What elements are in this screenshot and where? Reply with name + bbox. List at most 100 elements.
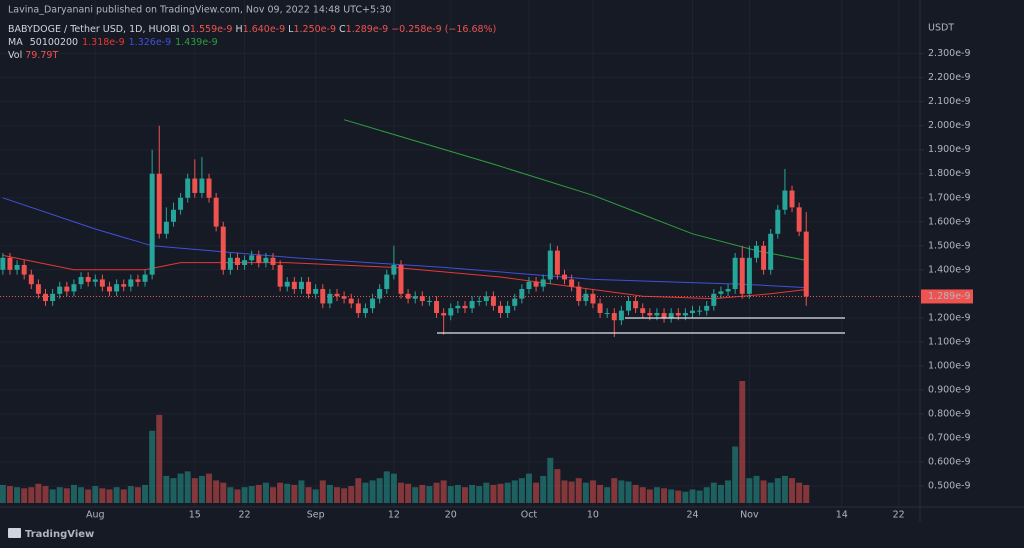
x-tick-label: 10 bbox=[587, 510, 599, 521]
volume-bar bbox=[191, 478, 198, 503]
ma-value: 1.326e-9 bbox=[129, 37, 172, 48]
candle-body bbox=[604, 313, 610, 315]
candle-body bbox=[739, 257, 745, 294]
volume-bar bbox=[184, 471, 191, 503]
volume-bar bbox=[383, 471, 390, 503]
x-tick-label: Sep bbox=[307, 510, 325, 521]
volume-bar bbox=[753, 475, 760, 503]
volume-bar bbox=[390, 473, 397, 503]
candle-body bbox=[327, 293, 333, 304]
volume-bar bbox=[419, 484, 426, 503]
candle-body bbox=[533, 281, 539, 287]
volume-bar bbox=[476, 486, 483, 503]
volume-bar bbox=[725, 480, 732, 503]
candle-body bbox=[99, 279, 105, 287]
candle-body bbox=[28, 274, 34, 285]
candle-body bbox=[547, 250, 553, 280]
candle-body bbox=[618, 310, 624, 321]
volume-bar bbox=[533, 482, 540, 503]
footer-logo: TradingView bbox=[8, 528, 94, 540]
candle-body bbox=[362, 308, 368, 314]
candle-body bbox=[227, 257, 233, 270]
volume-bar bbox=[6, 486, 13, 503]
volume-bar bbox=[696, 490, 703, 503]
volume-bar bbox=[206, 473, 213, 503]
volume-bar bbox=[547, 457, 554, 503]
volume-bar bbox=[561, 480, 568, 503]
volume-bar bbox=[113, 487, 120, 503]
candle-body bbox=[675, 313, 681, 316]
volume-bar bbox=[625, 481, 632, 503]
candle-body bbox=[775, 209, 781, 234]
candle-body bbox=[107, 286, 112, 292]
volume-bar bbox=[0, 484, 6, 503]
candle-body bbox=[448, 308, 454, 316]
candle-body bbox=[114, 284, 120, 292]
candle-body bbox=[412, 296, 418, 299]
volume-bar bbox=[134, 487, 141, 503]
axes: 0.500e-9 0.600e-9 0.700e-9 0.800e-9 0.900e-9… bbox=[86, 48, 973, 521]
y-tick-label: 0.900e-9 bbox=[928, 384, 971, 395]
candle-body bbox=[746, 257, 752, 294]
candle-body bbox=[206, 178, 212, 198]
legend-key: C bbox=[339, 24, 346, 35]
candle-body bbox=[0, 257, 6, 270]
volume-bar bbox=[106, 489, 113, 503]
candle-body bbox=[661, 313, 667, 318]
volume-bar bbox=[198, 475, 205, 503]
volume-bar bbox=[426, 486, 433, 503]
candle-body bbox=[732, 257, 738, 290]
volume-bar bbox=[319, 480, 326, 503]
ma-line bbox=[2, 197, 807, 289]
candle-body bbox=[185, 178, 191, 198]
volume-bar bbox=[142, 484, 149, 503]
y-tick-label: 2.200e-9 bbox=[928, 72, 971, 83]
y-tick-label: 1.600e-9 bbox=[928, 216, 971, 227]
candle-body bbox=[121, 284, 127, 287]
volume-bar bbox=[540, 475, 547, 503]
volume-bar bbox=[398, 482, 404, 503]
ma-value: 1.439e-9 bbox=[175, 37, 218, 48]
last-price-box bbox=[921, 289, 973, 304]
volume-bar bbox=[710, 482, 717, 503]
candle-body bbox=[626, 301, 631, 311]
volume-bar bbox=[703, 487, 710, 503]
volume-bar bbox=[767, 482, 774, 503]
candle-body bbox=[498, 305, 504, 314]
y-tick-label: 2.300e-9 bbox=[928, 48, 971, 59]
legend-change: −0.258e-9 (−16.68%) bbox=[391, 24, 496, 35]
volume-bar bbox=[483, 482, 490, 503]
volume-bar bbox=[639, 487, 646, 503]
candle-body bbox=[590, 293, 596, 304]
volume-bar bbox=[248, 486, 255, 503]
candle-body bbox=[355, 303, 361, 314]
candle-body bbox=[384, 274, 390, 290]
ma-value: 1.318e-9 bbox=[82, 37, 125, 48]
candle-body bbox=[142, 274, 148, 282]
volume-bar bbox=[525, 473, 532, 503]
candle-body bbox=[256, 255, 262, 263]
ma-name: 50 bbox=[30, 37, 42, 48]
volume-bar bbox=[611, 478, 618, 503]
volume-bar bbox=[369, 480, 376, 503]
y-tick-label: 0.800e-9 bbox=[928, 408, 971, 419]
volume-bar bbox=[789, 478, 796, 503]
candle-body bbox=[640, 308, 646, 314]
candle-body bbox=[334, 293, 340, 297]
y-tick-label: 1.400e-9 bbox=[928, 264, 971, 275]
candle-body bbox=[71, 284, 77, 292]
volume-bar bbox=[781, 475, 788, 503]
candle-body bbox=[633, 301, 639, 309]
candle-body bbox=[50, 293, 56, 302]
candle-body bbox=[647, 313, 653, 316]
volume-bar bbox=[355, 478, 362, 503]
volume-bar bbox=[675, 490, 682, 503]
y-axis-unit: USDT bbox=[928, 23, 954, 34]
candle-body bbox=[483, 296, 489, 302]
volume-bar bbox=[668, 489, 675, 503]
candle-body bbox=[725, 289, 731, 292]
candle-body bbox=[690, 310, 695, 314]
volume-bar bbox=[796, 482, 803, 503]
y-tick-label: 0.700e-9 bbox=[928, 432, 971, 443]
